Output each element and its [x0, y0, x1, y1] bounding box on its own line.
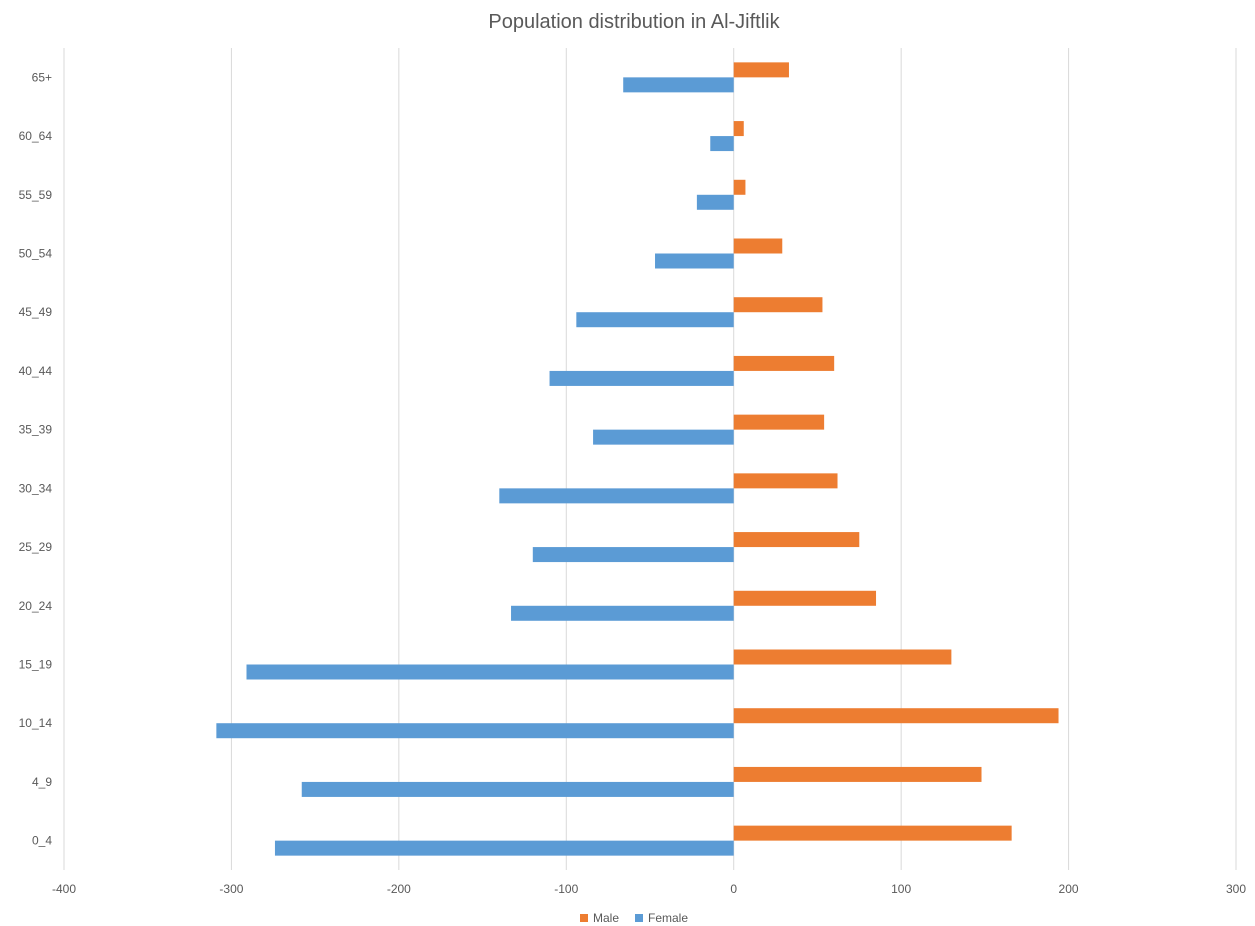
bar-female-35_39	[593, 429, 734, 445]
bar-female-20_24	[511, 605, 734, 621]
legend-swatch-male	[580, 914, 588, 922]
bar-female-60_64	[710, 136, 734, 152]
chart-title: Population distribution in Al-Jiftlik	[488, 11, 780, 33]
bar-female-55_59	[696, 194, 734, 210]
bar-female-30_34	[499, 488, 734, 504]
bar-male-0_4	[733, 825, 1012, 841]
bar-male-20_24	[733, 590, 877, 606]
x-tick-label: -300	[219, 882, 243, 896]
x-tick-label: 300	[1226, 882, 1246, 896]
gridlines	[63, 48, 1237, 870]
bar-male-45_49	[733, 297, 823, 313]
y-tick-label: 45_49	[19, 305, 53, 319]
bar-male-10_14	[733, 708, 1059, 724]
y-tick-label: 15_19	[19, 658, 53, 672]
y-tick-label: 60_64	[19, 129, 53, 143]
y-tick-label: 35_39	[19, 423, 53, 437]
y-tick-label: 40_44	[19, 364, 53, 378]
bars	[216, 62, 1059, 856]
y-tick-label: 10_14	[19, 716, 53, 730]
value-axis-labels: -400 -300 -200 -100 0 100 200 300	[52, 882, 1246, 896]
legend-label-male: Male	[593, 911, 619, 925]
bar-male-55_59	[733, 179, 746, 195]
x-tick-label: 200	[1059, 882, 1079, 896]
y-tick-label: 20_24	[19, 599, 53, 613]
y-tick-label: 55_59	[19, 188, 53, 202]
bar-male-35_39	[733, 414, 825, 430]
bar-male-65+	[733, 62, 789, 78]
bar-male-30_34	[733, 473, 838, 489]
bar-female-25_29	[532, 547, 734, 563]
x-tick-label: -400	[52, 882, 76, 896]
bar-female-15_19	[246, 664, 734, 680]
bar-male-60_64	[733, 121, 744, 137]
bar-female-40_44	[549, 370, 734, 386]
bar-female-10_14	[216, 723, 734, 739]
y-tick-label: 50_54	[19, 247, 53, 261]
x-tick-label: 100	[891, 882, 911, 896]
bar-female-0_4	[274, 840, 734, 856]
bar-male-25_29	[733, 532, 860, 548]
y-tick-label: 4_9	[32, 775, 52, 789]
bar-female-4_9	[301, 781, 734, 797]
y-tick-label: 30_34	[19, 481, 53, 495]
legend-swatch-female	[635, 914, 643, 922]
y-tick-label: 65+	[32, 70, 52, 84]
category-axis-labels: 0_4 4_9 10_14 15_19 20_24 25_29 30_34 35_39 40_4…	[19, 70, 53, 847]
bar-male-4_9	[733, 766, 982, 782]
bar-female-45_49	[576, 312, 734, 328]
x-tick-label: -100	[554, 882, 578, 896]
bar-female-50_54	[655, 253, 734, 269]
legend: Male Female	[580, 911, 688, 925]
y-tick-label: 25_29	[19, 540, 53, 554]
bar-male-15_19	[733, 649, 952, 665]
x-tick-label: 0	[730, 882, 737, 896]
y-tick-label: 0_4	[32, 834, 52, 848]
bar-male-50_54	[733, 238, 783, 254]
x-tick-label: -200	[387, 882, 411, 896]
legend-label-female: Female	[648, 911, 688, 925]
bar-male-40_44	[733, 355, 835, 371]
bar-female-65+	[623, 77, 734, 93]
